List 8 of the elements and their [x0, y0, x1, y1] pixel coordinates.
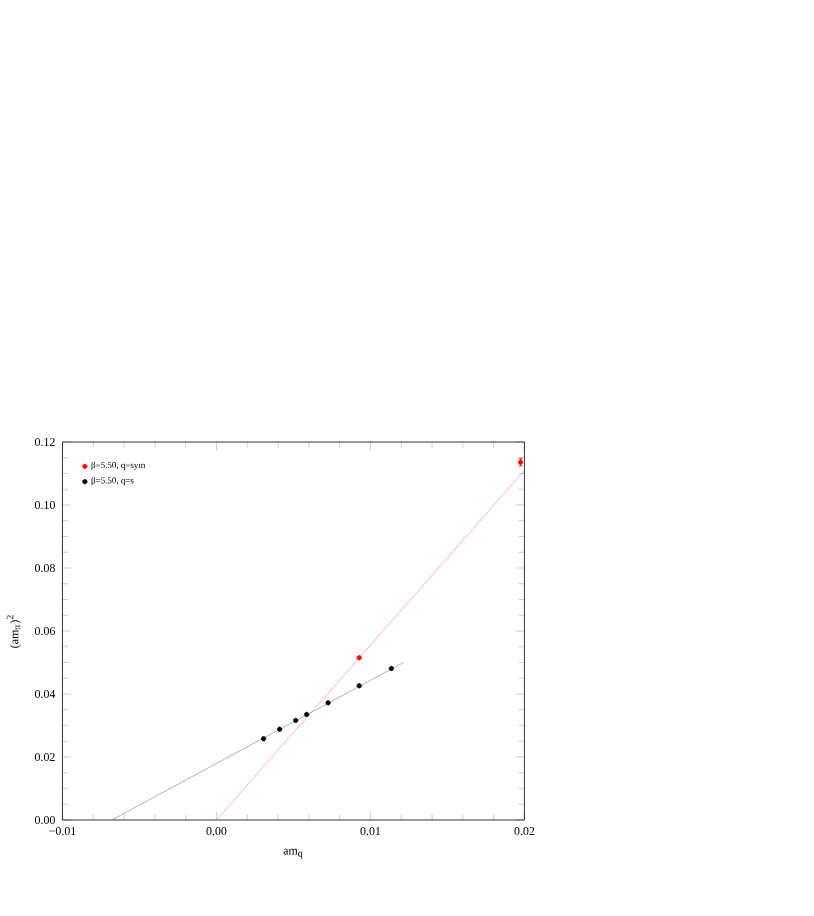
point — [276, 726, 282, 732]
point — [356, 683, 362, 689]
point — [388, 665, 394, 672]
point — [292, 717, 299, 724]
point — [303, 711, 310, 718]
point — [325, 700, 331, 706]
point — [356, 655, 362, 661]
point — [260, 736, 266, 742]
